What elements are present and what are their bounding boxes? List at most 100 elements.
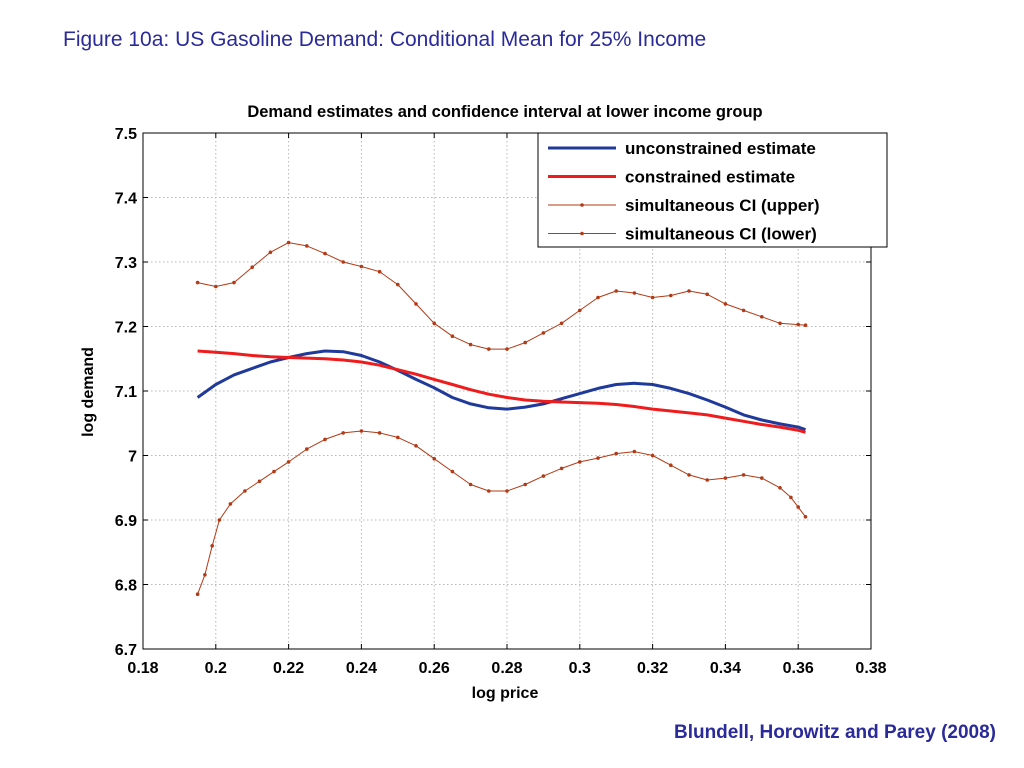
data-point [305,244,309,248]
data-point [760,476,764,480]
plot-frame [142,132,872,650]
data-point [578,460,582,464]
data-point [523,340,527,345]
data-point [632,449,637,454]
data-point [217,518,222,522]
x-tick-label: 0.28 [491,660,522,677]
data-point [257,479,262,484]
data-point [614,451,618,456]
data-point [541,474,546,478]
slide-title: Figure 10a: US Gasoline Demand: Conditio… [63,28,707,51]
legend-marker [580,203,584,207]
data-point [359,429,364,433]
chart-title: Demand estimates and confidence interval… [247,103,762,121]
y-axis-label: log demand [80,347,97,437]
data-point [359,264,364,269]
legend: unconstrained estimate constrained estima… [537,132,888,248]
data-point [614,289,618,293]
data-point [778,486,782,490]
data-point [203,573,207,577]
data-point [796,322,800,327]
data-point [450,334,455,339]
data-point [323,251,327,256]
data-point [195,592,200,596]
data-point [559,321,564,326]
data-point [741,308,746,313]
data-point [669,293,673,298]
legend-label: constrained estimate [625,168,795,187]
data-point [323,437,327,442]
y-tick-label: 7.3 [115,255,137,272]
data-point [723,302,728,306]
data-point [243,489,247,493]
data-point [741,473,746,477]
y-tick-label: 6.8 [115,578,137,595]
data-point [723,476,728,480]
data-point [250,265,254,270]
data-point [210,544,214,548]
data-point [487,489,491,493]
data-point [377,269,382,274]
data-point [468,482,473,487]
x-tick-label: 0.2 [205,660,227,677]
data-point [232,280,236,285]
data-point [272,469,276,474]
x-tick-label: 0.32 [637,660,668,677]
data-point [505,489,509,493]
y-tick-label: 7.5 [115,126,137,143]
data-point [396,282,400,287]
x-tick-label: 0.3 [569,660,591,677]
series [195,240,808,596]
legend-box [537,132,888,248]
data-point [760,315,764,319]
data-point [650,453,655,458]
x-tick-label: 0.34 [710,660,741,677]
data-point [705,478,709,482]
data-point [286,240,291,245]
x-tick-label: 0.38 [855,660,886,677]
y-tick-label: 6.9 [115,513,137,530]
data-point [450,469,455,474]
y-tick-label: 7.1 [115,384,137,401]
legend-label: simultaneous CI (upper) [625,196,820,215]
data-point [487,347,491,351]
data-point [789,495,793,500]
data-point [687,289,691,293]
series-ci-lower [195,429,808,596]
data-point [268,250,273,255]
data-point [705,292,709,297]
data-point [286,460,291,464]
x-tick-label: 0.18 [127,660,158,677]
data-point [377,431,382,435]
x-tick-label: 0.22 [273,660,304,677]
data-point [195,280,200,285]
series-line-unconstrained-estimate [196,349,807,432]
y-tick-label: 7.2 [115,320,137,337]
data-point [687,473,691,477]
series-ci-upper [195,240,808,351]
data-point [214,284,218,289]
data-point [596,295,600,300]
data-point [650,295,655,300]
legend-label: unconstrained estimate [625,139,816,158]
x-axis-label: log price [472,685,539,702]
y-tick-label: 7 [128,449,137,466]
data-point [523,482,527,487]
data-point [803,323,808,328]
data-point [414,444,418,448]
legend-marker [580,231,584,236]
x-tick-label: 0.36 [783,660,814,677]
series-constrained-estimate [197,349,806,434]
series-unconstrained-estimate [196,349,807,432]
data-point [669,463,673,468]
x-tick-label: 0.26 [419,660,450,677]
data-point [414,302,418,306]
citation: Blundell, Horowitz and Parey (2008) [673,722,996,743]
data-point [505,347,509,351]
data-point [796,505,800,509]
data-point [778,321,782,326]
legend-label: simultaneous CI (lower) [625,225,817,244]
data-point [541,331,546,335]
data-point [468,342,473,347]
